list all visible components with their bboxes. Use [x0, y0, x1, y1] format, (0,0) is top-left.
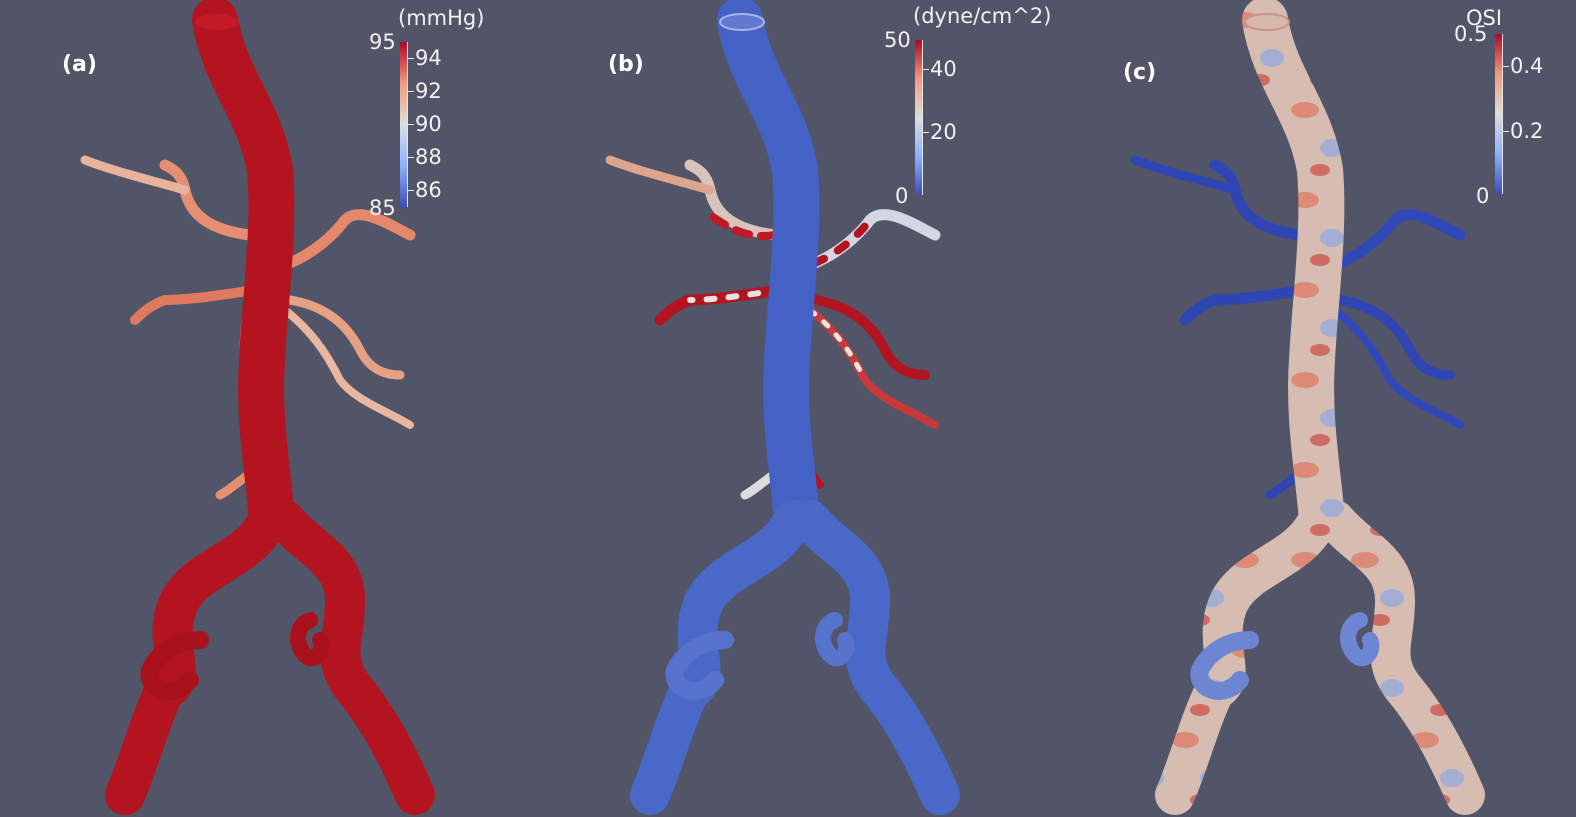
tick-label: 0.2	[1510, 119, 1544, 143]
branch	[281, 306, 414, 429]
panel-label: (b)	[608, 52, 644, 77]
branch	[806, 306, 939, 429]
scale-max-label: 50	[884, 28, 911, 52]
branch	[1130, 155, 1240, 195]
tick-mark	[408, 157, 414, 158]
branch	[1179, 284, 1311, 326]
color-scale-bar	[1495, 34, 1503, 194]
tick-label: 20	[930, 120, 957, 144]
aorta-osi-render	[1130, 0, 1485, 815]
loop-right	[1340, 612, 1380, 667]
branch	[130, 285, 260, 325]
branch	[259, 209, 416, 276]
aorta-inlet	[1244, 13, 1290, 31]
tick-label: 94	[415, 46, 442, 70]
tick-mark	[923, 69, 929, 70]
right-iliac	[1315, 500, 1485, 815]
loop-right	[815, 612, 855, 667]
loop-left	[1190, 631, 1259, 700]
scale-unit-label: (mmHg)	[398, 6, 485, 30]
branch	[706, 211, 779, 240]
panel-a-pressure: (a) (mmHg) 95 85 94 92 90 88 86	[0, 0, 525, 817]
panel-label: (c)	[1123, 60, 1157, 85]
scale-min-label: 0	[1476, 184, 1490, 208]
branch	[810, 295, 930, 380]
tick-mark	[408, 190, 414, 191]
tick-mark	[923, 132, 929, 133]
aorta-wss-render	[605, 0, 960, 815]
tick-mark	[408, 91, 414, 92]
panel-c-osi: (c) OSI 0.5 0 0.4 0.2	[1050, 0, 1575, 817]
loop-left	[140, 631, 209, 700]
tick-label: 92	[415, 79, 442, 103]
branch	[80, 155, 190, 195]
branch	[654, 284, 786, 326]
branch	[1335, 295, 1455, 380]
color-scale-bar	[915, 40, 923, 195]
scale-max-label: 95	[369, 30, 396, 54]
aorta-inlet	[719, 13, 765, 31]
tick-label: 40	[930, 57, 957, 81]
aorta-trunk	[717, 0, 820, 543]
branch	[1331, 306, 1464, 429]
branch	[605, 155, 715, 195]
scale-unit-label: (dyne/cm^2)	[913, 4, 1052, 28]
scale-max-label: 0.5	[1454, 22, 1488, 46]
tick-mark	[1503, 131, 1509, 132]
tick-label: 88	[415, 145, 442, 169]
tick-label: 0.4	[1510, 54, 1544, 78]
scale-min-label: 85	[369, 196, 396, 220]
tick-label: 90	[415, 112, 442, 136]
tick-label: 86	[415, 178, 442, 202]
panel-b-wall-shear-stress: (b) (dyne/cm^2) 50 0 40 20	[525, 0, 1052, 817]
loop-right	[290, 612, 330, 667]
aorta-trunk	[1242, 0, 1345, 543]
aorta-inlet	[195, 14, 239, 30]
tick-mark	[408, 124, 414, 125]
branch	[159, 159, 256, 241]
right-iliac	[790, 500, 960, 815]
tick-mark	[1503, 66, 1509, 67]
branch	[285, 295, 405, 380]
left-iliac	[105, 500, 288, 815]
left-iliac	[1155, 500, 1338, 815]
aorta-pressure-render	[80, 0, 435, 815]
scale-min-label: 0	[895, 184, 909, 208]
branch	[807, 307, 868, 383]
branch	[1309, 209, 1466, 276]
branch	[684, 159, 781, 241]
branch	[1209, 159, 1306, 241]
loop-left	[665, 631, 734, 700]
right-iliac	[265, 500, 435, 815]
panel-label: (a)	[62, 52, 97, 77]
left-iliac	[630, 500, 813, 815]
color-scale-bar	[400, 42, 408, 207]
tick-mark	[408, 58, 414, 59]
aorta-trunk	[192, 0, 295, 543]
scale-unit-label: OSI	[1466, 6, 1503, 30]
